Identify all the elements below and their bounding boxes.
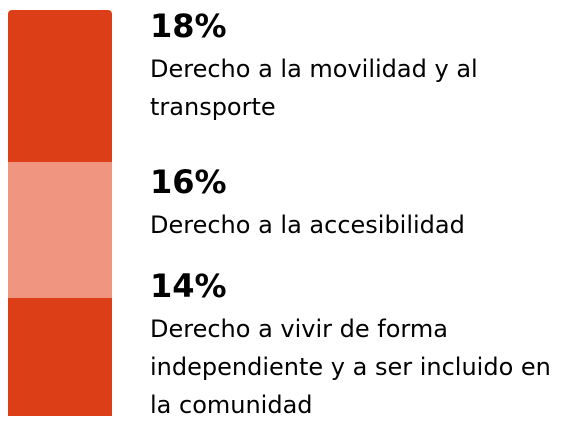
bar-segment [8,162,112,298]
labels: 18% Derecho a la movilidad y al transport… [150,6,576,424]
label-block: 18% Derecho a la movilidad y al transport… [150,6,576,126]
label-block: 16% Derecho a la accesibilidad [150,162,576,244]
bar-segment [8,297,112,416]
value-label: 18% [150,7,227,45]
series-name: Derecho a la accesibilidad [150,211,465,239]
label-block: 14% Derecho a vivir de forma independient… [150,266,576,424]
value-label: 16% [150,163,227,201]
series-name: Derecho a vivir de forma independiente y… [150,315,551,419]
stacked-bar [8,10,112,416]
series-name: Derecho a la movilidad y al transporte [150,55,478,121]
value-label: 14% [150,267,227,305]
bar-segment [8,10,112,163]
